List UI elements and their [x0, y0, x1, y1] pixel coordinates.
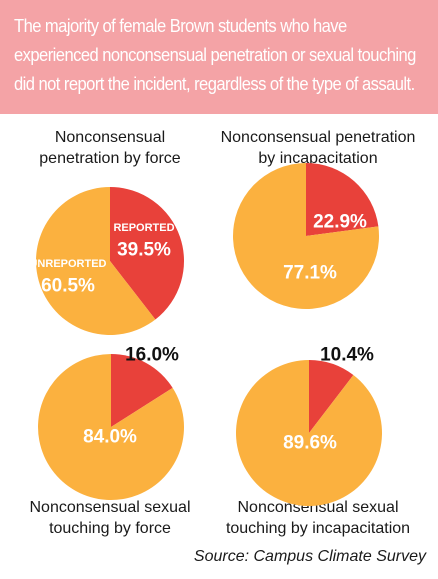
header-text: The majority of female Brown students wh…: [14, 16, 416, 94]
pie-slice-reported: [309, 360, 354, 433]
chart-title-line: by incapacitation: [258, 150, 378, 167]
chart-title-line: touching by force: [49, 520, 171, 537]
pie-data-label: 16.0%: [125, 345, 179, 366]
pie-data-label: 39.5%: [117, 240, 171, 261]
pie-data-label: 60.5%: [41, 276, 95, 297]
pie-slice-name-label: UNREPORTED: [29, 258, 106, 270]
chart-title-penetration-force: Nonconsensual penetration by force: [10, 127, 210, 169]
pie-slice-reported: [110, 187, 185, 320]
chart-title-line: penetration by force: [39, 150, 181, 167]
chart-title-line: touching by incapacitation: [225, 520, 411, 537]
pie-slice-unreported: [38, 354, 185, 501]
chart-title-line: Nonconsensual sexual: [237, 499, 399, 516]
pie-slice-reported: [111, 354, 173, 427]
pie-slice-name-label: REPORTED: [113, 222, 174, 234]
pie-chart-3: 16.0% 84.0%: [38, 345, 185, 501]
pie-chart-1: 39.5% REPORTED 60.5% UNREPORTED: [29, 187, 185, 335]
pie-data-label: 77.1%: [283, 263, 337, 284]
pie-chart-2: 22.9% 77.1%: [233, 163, 380, 309]
header-banner: The majority of female Brown students wh…: [0, 0, 438, 114]
pie-slice-unreported: [235, 360, 382, 506]
chart-title-line: Nonconsensual: [54, 129, 166, 146]
source-note: Source: Campus Climate Survey: [193, 548, 426, 565]
pie-slice-unreported: [36, 187, 156, 335]
pie-slice-unreported: [233, 163, 380, 309]
pie-data-label: 10.4%: [320, 345, 374, 366]
chart-title-line: Nonconsensual penetration: [220, 129, 416, 146]
pie-slice-reported: [306, 163, 379, 236]
chart-title-touching-incapacitation: Nonconsensual sexual touching by incapac…: [200, 497, 436, 539]
pie-chart-4: 10.4% 89.6%: [235, 345, 382, 506]
chart-title-touching-force: Nonconsensual sexual touching by force: [10, 497, 210, 539]
pie-data-label: 22.9%: [313, 212, 367, 233]
pie-data-label: 89.6%: [283, 433, 337, 454]
chart-title-line: Nonconsensual sexual: [29, 499, 191, 516]
chart-title-penetration-incapacitation: Nonconsensual penetration by incapacitat…: [200, 127, 436, 169]
pie-data-label: 84.0%: [83, 427, 137, 448]
